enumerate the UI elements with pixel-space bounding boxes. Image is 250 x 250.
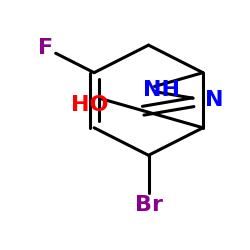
Text: N: N xyxy=(205,90,223,110)
Text: Br: Br xyxy=(134,195,162,215)
Text: F: F xyxy=(38,38,53,58)
Text: HO: HO xyxy=(71,96,108,116)
Text: NH: NH xyxy=(143,80,180,100)
